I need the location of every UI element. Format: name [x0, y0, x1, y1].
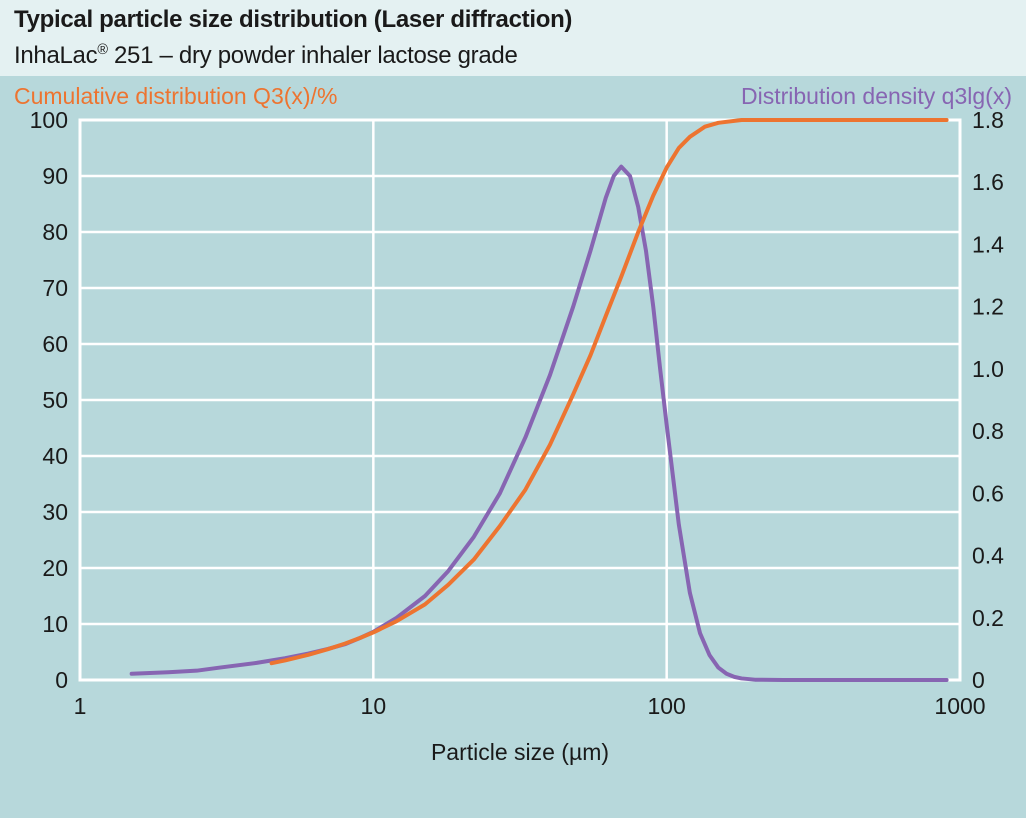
svg-text:1000: 1000 — [934, 693, 985, 719]
svg-text:50: 50 — [42, 387, 68, 413]
svg-text:80: 80 — [42, 219, 68, 245]
right-axis-title: Distribution density q3lg(x) — [741, 83, 1012, 110]
svg-text:0: 0 — [55, 667, 68, 693]
svg-text:1.0: 1.0 — [972, 356, 1004, 382]
chart-title-2: InhaLac® 251 – dry powder inhaler lactos… — [0, 38, 1026, 76]
svg-text:30: 30 — [42, 499, 68, 525]
left-axis-title: Cumulative distribution Q3(x)/% — [14, 83, 337, 110]
svg-text:1.6: 1.6 — [972, 169, 1004, 195]
axis-titles-row: Cumulative distribution Q3(x)/% Distribu… — [0, 77, 1026, 110]
svg-text:10: 10 — [42, 611, 68, 637]
svg-text:Particle size (µm): Particle size (µm) — [431, 739, 609, 765]
svg-text:20: 20 — [42, 555, 68, 581]
svg-text:40: 40 — [42, 443, 68, 469]
svg-text:1.8: 1.8 — [972, 110, 1004, 133]
chart-svg: 010203040506070809010000.20.40.60.81.01.… — [0, 110, 1026, 790]
chart-header: Typical particle size distribution (Lase… — [0, 0, 1026, 77]
svg-text:90: 90 — [42, 163, 68, 189]
svg-text:1.2: 1.2 — [972, 294, 1004, 320]
svg-text:1.4: 1.4 — [972, 231, 1004, 257]
svg-text:0.6: 0.6 — [972, 480, 1004, 506]
svg-text:1: 1 — [74, 693, 87, 719]
svg-text:70: 70 — [42, 275, 68, 301]
svg-text:0.4: 0.4 — [972, 543, 1004, 569]
svg-text:100: 100 — [30, 110, 68, 133]
svg-text:60: 60 — [42, 331, 68, 357]
chart-area: 010203040506070809010000.20.40.60.81.01.… — [0, 110, 1026, 790]
svg-text:10: 10 — [361, 693, 387, 719]
svg-text:100: 100 — [647, 693, 685, 719]
svg-text:0: 0 — [972, 667, 985, 693]
svg-text:0.2: 0.2 — [972, 605, 1004, 631]
svg-text:0.8: 0.8 — [972, 418, 1004, 444]
chart-title-1: Typical particle size distribution (Lase… — [0, 0, 1026, 38]
